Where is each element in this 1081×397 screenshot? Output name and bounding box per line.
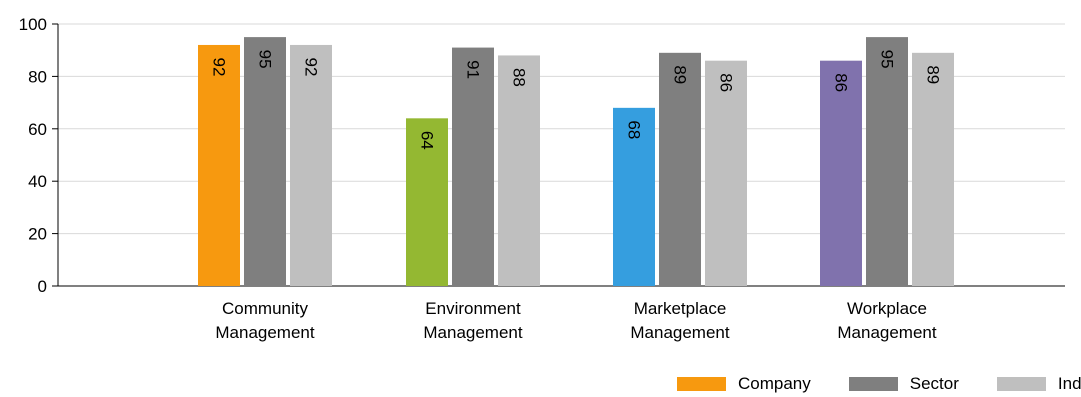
- y-tick-label: 100: [19, 15, 47, 34]
- bar-company: [406, 118, 448, 286]
- x-category-label: Workplace Management: [837, 299, 937, 342]
- bar-value-label: 86: [832, 73, 851, 92]
- legend-label-sector: Sector: [909, 374, 959, 393]
- bar-index: [498, 55, 540, 286]
- legend-swatch-sector: [848, 377, 898, 391]
- bar-value-label: 91: [464, 60, 483, 79]
- bar-value-label: 64: [418, 131, 437, 150]
- x-category-label: Marketplace Management: [630, 299, 730, 342]
- bar-sector: [659, 52, 701, 286]
- bar-value-label: 89: [924, 65, 943, 84]
- y-tick-label: 40: [28, 172, 47, 191]
- bar-value-label: 86: [717, 73, 736, 92]
- bar-company: [198, 44, 240, 287]
- y-tick-label: 20: [28, 225, 47, 244]
- bar-index: [705, 60, 747, 287]
- bar-value-label: 95: [256, 50, 275, 69]
- legend-item-index[interactable]: Index: [996, 374, 1081, 394]
- legend-item-sector[interactable]: Sector: [848, 374, 959, 394]
- bar-index: [912, 52, 954, 286]
- bar-value-label: 92: [210, 57, 229, 76]
- bar-value-label: 92: [302, 57, 321, 76]
- legend-item-company[interactable]: Company: [677, 374, 811, 394]
- bar-sector: [244, 37, 286, 286]
- bar-sector: [452, 47, 494, 286]
- y-tick-label: 60: [28, 120, 47, 139]
- bar-value-label: 95: [878, 50, 897, 69]
- legend-swatch-index: [996, 377, 1046, 391]
- legend-label-index: Index: [1057, 374, 1081, 393]
- bar-value-label: 89: [671, 65, 690, 84]
- legend-label-company: Company: [738, 374, 811, 393]
- bar-sector: [866, 37, 908, 286]
- bar-index: [290, 44, 332, 287]
- bar-company: [820, 60, 862, 287]
- bar-value-label: 68: [625, 120, 644, 139]
- legend: Company Sector Index: [677, 374, 1081, 394]
- bar-chart: 0 20 40 60 80 100 92 95 92 Community Management 64 9…: [19, 15, 1065, 342]
- y-tick-label: 0: [38, 277, 47, 296]
- bar-company: [613, 107, 655, 286]
- bar-value-label: 88: [510, 68, 529, 87]
- y-tick-label: 80: [28, 67, 47, 86]
- legend-swatch-company: [677, 377, 726, 391]
- x-category-label: Environment Management: [423, 299, 523, 342]
- x-category-label: Community Management: [215, 299, 315, 342]
